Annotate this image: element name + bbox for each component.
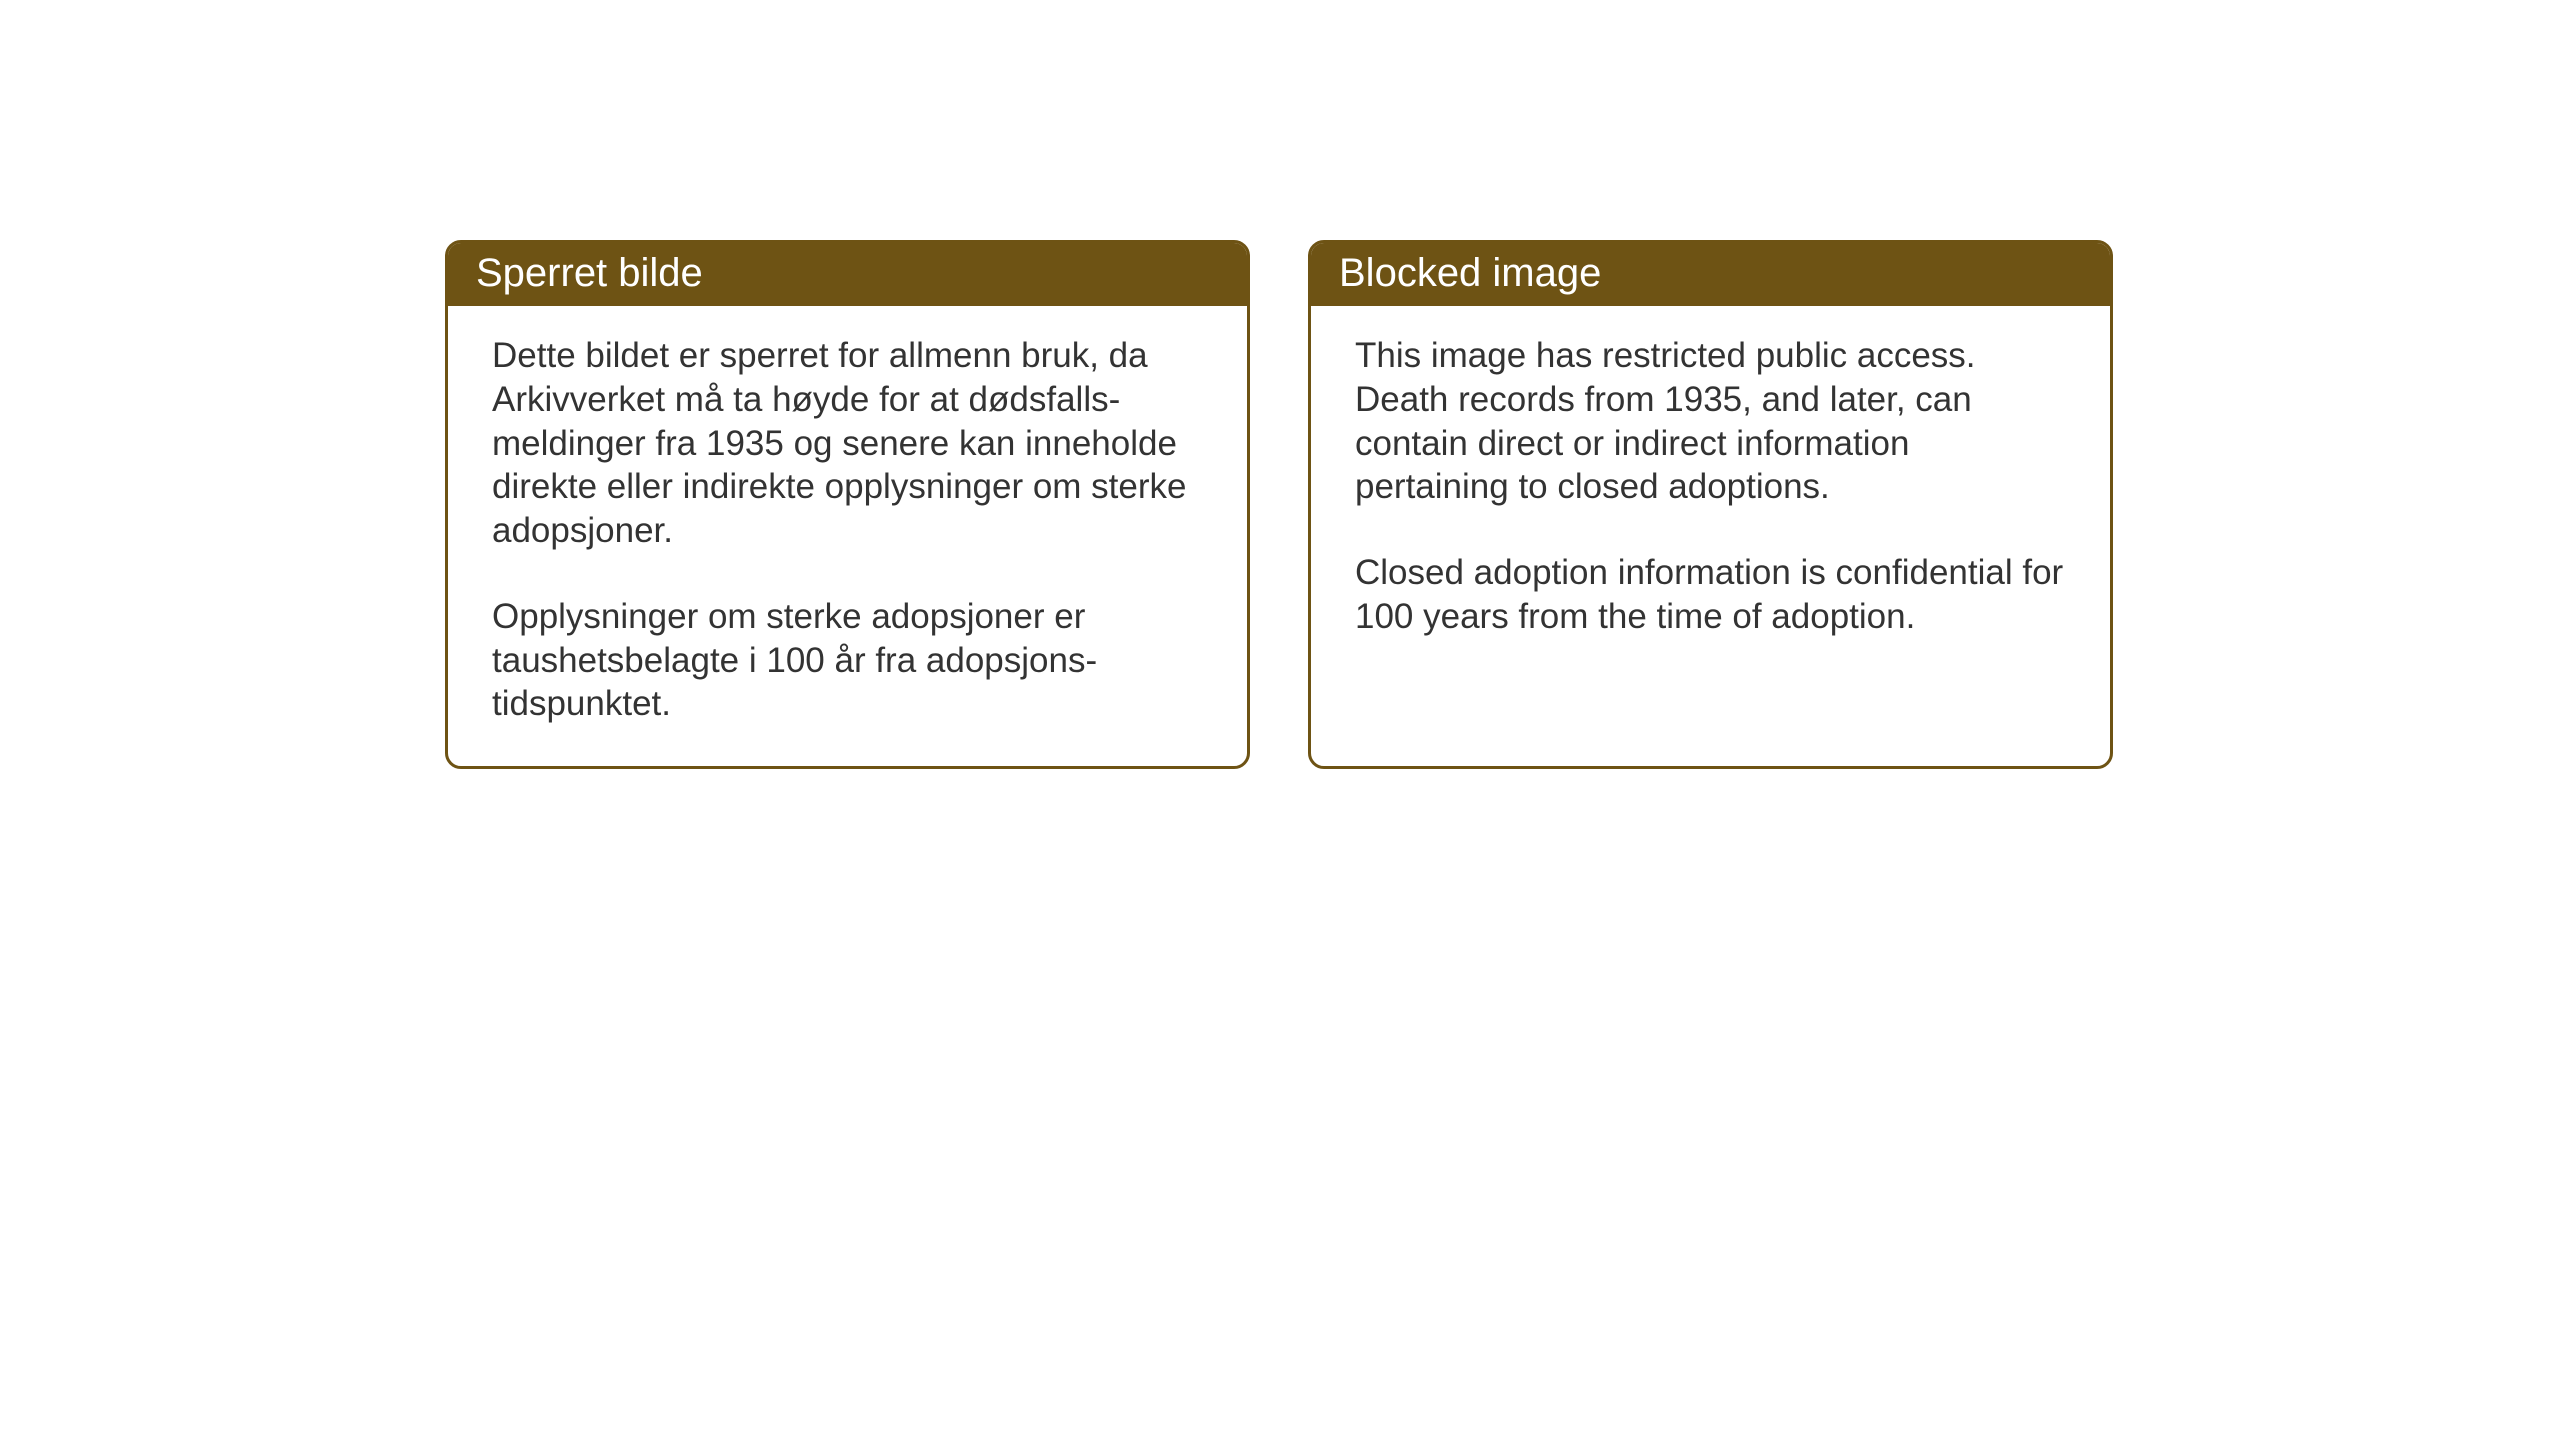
notice-paragraph: This image has restricted public access.…	[1355, 334, 2066, 509]
notice-paragraph: Opplysninger om sterke adopsjoner er tau…	[492, 595, 1203, 726]
notice-header: Sperret bilde	[448, 243, 1247, 306]
notice-card-norwegian: Sperret bilde Dette bildet er sperret fo…	[445, 240, 1250, 769]
notice-card-english: Blocked image This image has restricted …	[1308, 240, 2113, 769]
notice-paragraph: Closed adoption information is confident…	[1355, 551, 2066, 639]
notice-body: Dette bildet er sperret for allmenn bruk…	[448, 306, 1247, 766]
notice-paragraph: Dette bildet er sperret for allmenn bruk…	[492, 334, 1203, 553]
notice-body: This image has restricted public access.…	[1311, 306, 2110, 679]
notice-title: Blocked image	[1339, 251, 1601, 295]
notice-header: Blocked image	[1311, 243, 2110, 306]
notice-container: Sperret bilde Dette bildet er sperret fo…	[445, 240, 2113, 769]
notice-title: Sperret bilde	[476, 251, 703, 295]
